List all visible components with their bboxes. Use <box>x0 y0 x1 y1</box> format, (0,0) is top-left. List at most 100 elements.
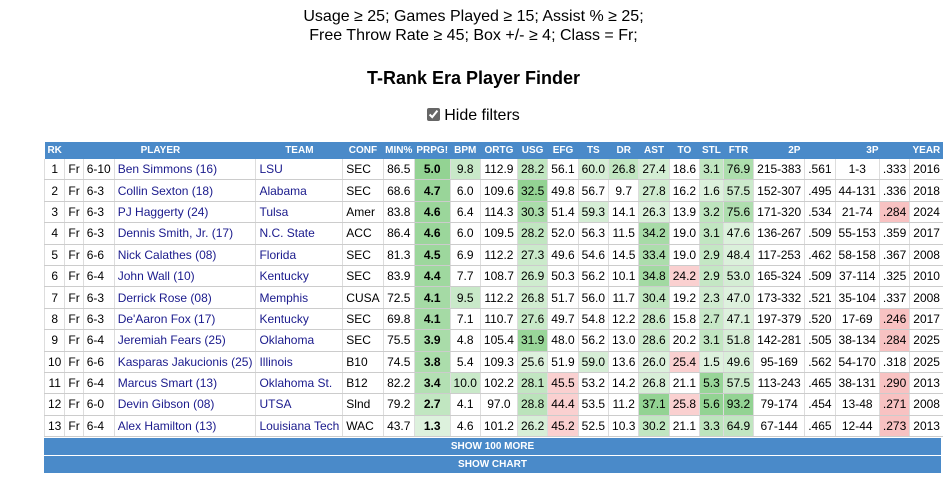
team-link[interactable]: Oklahoma <box>259 333 315 348</box>
cell: 5.3 <box>699 372 724 395</box>
cell: 79.2 <box>382 393 415 416</box>
cell: 27.6 <box>516 308 548 331</box>
player-link[interactable]: Dennis Smith, Jr. (17) <box>117 226 234 241</box>
cell: Illinois <box>255 351 343 373</box>
player-link[interactable]: Collin Sexton (18) <box>117 183 214 198</box>
cell: 51.8 <box>722 329 754 352</box>
action-button[interactable]: SHOW 100 MORE <box>44 438 941 456</box>
cell: 9 <box>43 329 65 352</box>
cell: 4.6 <box>413 222 451 245</box>
cell: 6-4 <box>82 415 115 438</box>
player-link[interactable]: Nick Calathes (08) <box>117 247 217 262</box>
team-link[interactable]: Memphis <box>259 290 309 305</box>
cell: 109.3 <box>479 351 518 373</box>
cell: 28.2 <box>516 159 548 181</box>
cell: 2024 <box>909 201 943 224</box>
cell: 8 <box>43 308 65 331</box>
cell: Tulsa <box>255 201 343 224</box>
column-header: 3P <box>835 142 910 159</box>
cell: 6.9 <box>449 244 481 266</box>
cell: 1 <box>43 159 65 181</box>
cell: 19.0 <box>668 244 700 266</box>
cell: .520 <box>804 308 836 331</box>
team-link[interactable]: Alabama <box>259 183 307 198</box>
cell: 86.4 <box>382 222 415 245</box>
cell: 54.6 <box>577 244 609 266</box>
cell: 18.6 <box>668 159 700 181</box>
cell: 4.4 <box>413 265 451 288</box>
player-link[interactable]: Jeremiah Fears (25) <box>117 333 226 348</box>
column-header: MIN% <box>383 142 415 159</box>
player-link[interactable]: Ben Simmons (16) <box>117 162 218 177</box>
player-link[interactable]: John Wall (10) <box>117 269 195 284</box>
team-link[interactable]: Kentucky <box>259 311 309 326</box>
cell: Jeremiah Fears (25) <box>113 329 256 352</box>
cell: Fr <box>64 351 84 373</box>
cell: 13.0 <box>608 329 639 352</box>
cell: 43.7 <box>382 415 415 438</box>
cell: 38-131 <box>834 372 880 395</box>
column-header: PLAYER <box>64 142 256 159</box>
team-link[interactable]: Florida <box>259 247 297 262</box>
cell: Oklahoma <box>255 329 343 352</box>
cell: 20.2 <box>668 329 700 352</box>
action-button[interactable]: SHOW CHART <box>44 456 941 474</box>
player-link[interactable]: De'Aaron Fox (17) <box>117 311 216 326</box>
cell: 47.1 <box>722 308 754 331</box>
team-link[interactable]: Louisiana Tech <box>259 418 340 433</box>
header-row: RK PLAYER TEAM CONF MIN% PRPG! BPM ORTG USG EFG TS… <box>44 142 943 159</box>
cell: .290 <box>878 372 910 395</box>
cell: 27.4 <box>638 159 670 181</box>
cell: 112.2 <box>479 244 518 266</box>
cell: 26.8 <box>516 286 548 309</box>
cell: Fr <box>64 201 84 224</box>
player-link[interactable]: PJ Haggerty (24) <box>117 204 209 219</box>
cell: 10.0 <box>449 372 481 395</box>
cell: 10 <box>43 351 65 373</box>
cell: 37.1 <box>638 393 670 416</box>
team-link[interactable]: LSU <box>259 162 283 177</box>
cell: .561 <box>804 159 836 181</box>
cell: 26.8 <box>638 372 670 395</box>
cell: 21.1 <box>668 372 700 395</box>
cell: UTSA <box>255 393 343 416</box>
player-row: 3 Fr 6-3 PJ Haggerty (24) Tulsa Amer 83.8 4.6 6.… <box>43 201 943 224</box>
checkbox[interactable] <box>427 108 441 121</box>
player-link[interactable]: Derrick Rose (08) <box>117 290 212 305</box>
cell: 26.9 <box>516 265 548 288</box>
cell: 74.5 <box>382 351 415 373</box>
player-row: 1 Fr 6-10 Ben Simmons (16) LSU SEC 86.5 5.0 9.8 1… <box>43 159 943 181</box>
cell: .465 <box>804 372 836 395</box>
player-link[interactable]: Marcus Smart (13) <box>117 376 218 391</box>
team-link[interactable]: Kentucky <box>259 269 309 284</box>
player-link[interactable]: Kasparas Jakucionis (25) <box>117 354 253 369</box>
cell: 152-307 <box>753 179 805 202</box>
cell: 14.5 <box>608 244 639 266</box>
cell: Kentucky <box>255 265 343 288</box>
player-row: 12 Fr 6-0 Devin Gibson (08) UTSA Slnd 79.2 2.7 4… <box>43 393 943 416</box>
team-link[interactable]: Oklahoma St. <box>259 376 333 391</box>
team-link[interactable]: N.C. State <box>259 226 315 241</box>
team-link[interactable]: Tulsa <box>259 204 289 219</box>
cell: 3.1 <box>699 329 724 352</box>
cell: Louisiana Tech <box>255 415 343 438</box>
cell: 2017 <box>909 222 943 245</box>
cell: SEC <box>342 244 384 266</box>
cell: 67-144 <box>753 415 805 438</box>
cell: 4.8 <box>449 329 481 352</box>
cell: 109.5 <box>479 222 518 245</box>
player-link[interactable]: Devin Gibson (08) <box>117 397 215 412</box>
cell: 6-3 <box>82 201 115 224</box>
cell: 2008 <box>909 244 943 266</box>
player-link[interactable]: Alex Hamilton (13) <box>117 418 217 433</box>
cell: 33.4 <box>638 244 670 266</box>
cell: 34.8 <box>638 265 670 288</box>
cell: Nick Calathes (08) <box>113 244 256 266</box>
cell: 2008 <box>909 286 943 309</box>
team-link[interactable]: Illinois <box>259 354 293 369</box>
cell: 79-174 <box>753 393 805 416</box>
team-link[interactable]: UTSA <box>259 397 292 412</box>
player-row: 13 Fr 6-4 Alex Hamilton (13) Louisiana Tech W… <box>43 415 943 438</box>
cell: SEC <box>342 159 384 181</box>
